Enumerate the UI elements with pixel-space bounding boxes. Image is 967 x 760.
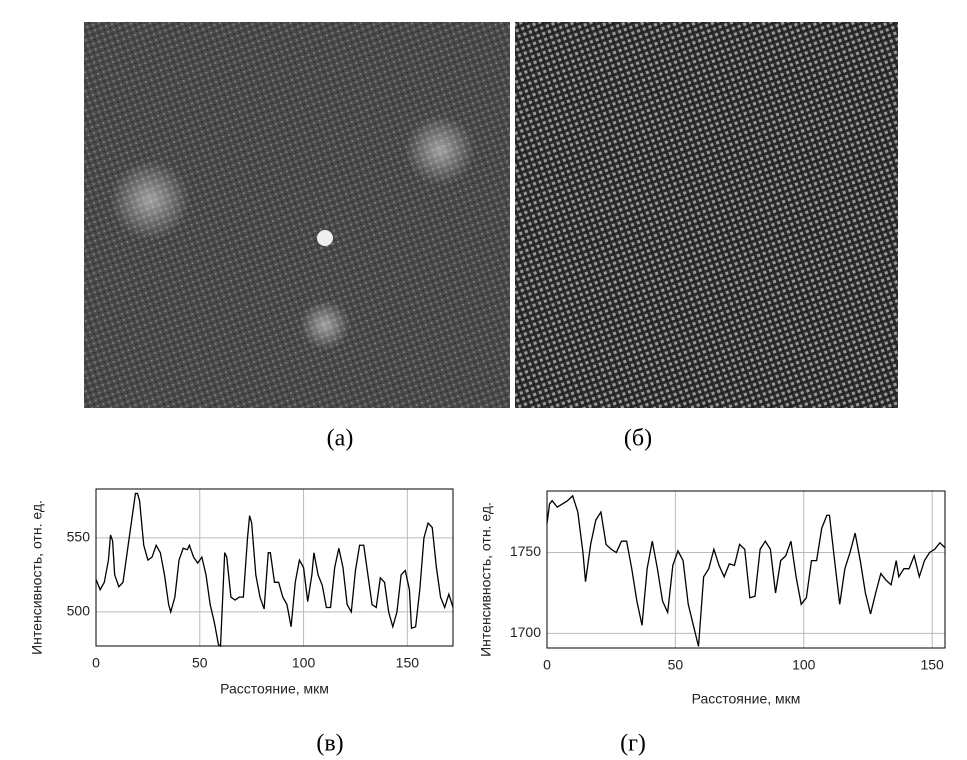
y-tick-label: 550 — [67, 529, 91, 545]
caption: (б) — [624, 426, 652, 452]
plot-frame — [95, 488, 454, 647]
x-tick-label: 50 — [192, 655, 208, 671]
plot-frame — [546, 490, 946, 649]
y-tick-label: 1700 — [510, 624, 541, 640]
y-axis-label: Интенсивность, отн. ед. — [29, 500, 45, 655]
x-tick-label: 100 — [292, 655, 316, 671]
x-tick-label: 50 — [668, 657, 684, 673]
data-line — [95, 492, 454, 648]
y-tick-label: 1750 — [510, 543, 541, 559]
caption: (в) — [316, 731, 343, 757]
y-tick-label: 500 — [67, 603, 91, 619]
y-axis-label: Интенсивность, отн. ед. — [478, 502, 494, 657]
x-axis-label: Расстояние, мкм — [220, 681, 329, 697]
data-line — [546, 494, 946, 647]
x-tick-label: 100 — [792, 657, 816, 673]
x-tick-label: 0 — [543, 657, 551, 673]
caption: (г) — [620, 731, 646, 757]
x-tick-label: 150 — [396, 655, 420, 671]
x-axis-label: Расстояние, мкм — [692, 691, 801, 707]
caption: (а) — [327, 426, 354, 452]
x-tick-label: 150 — [920, 657, 944, 673]
image-a — [84, 22, 510, 408]
image-b — [515, 22, 898, 408]
x-tick-label: 0 — [92, 655, 100, 671]
